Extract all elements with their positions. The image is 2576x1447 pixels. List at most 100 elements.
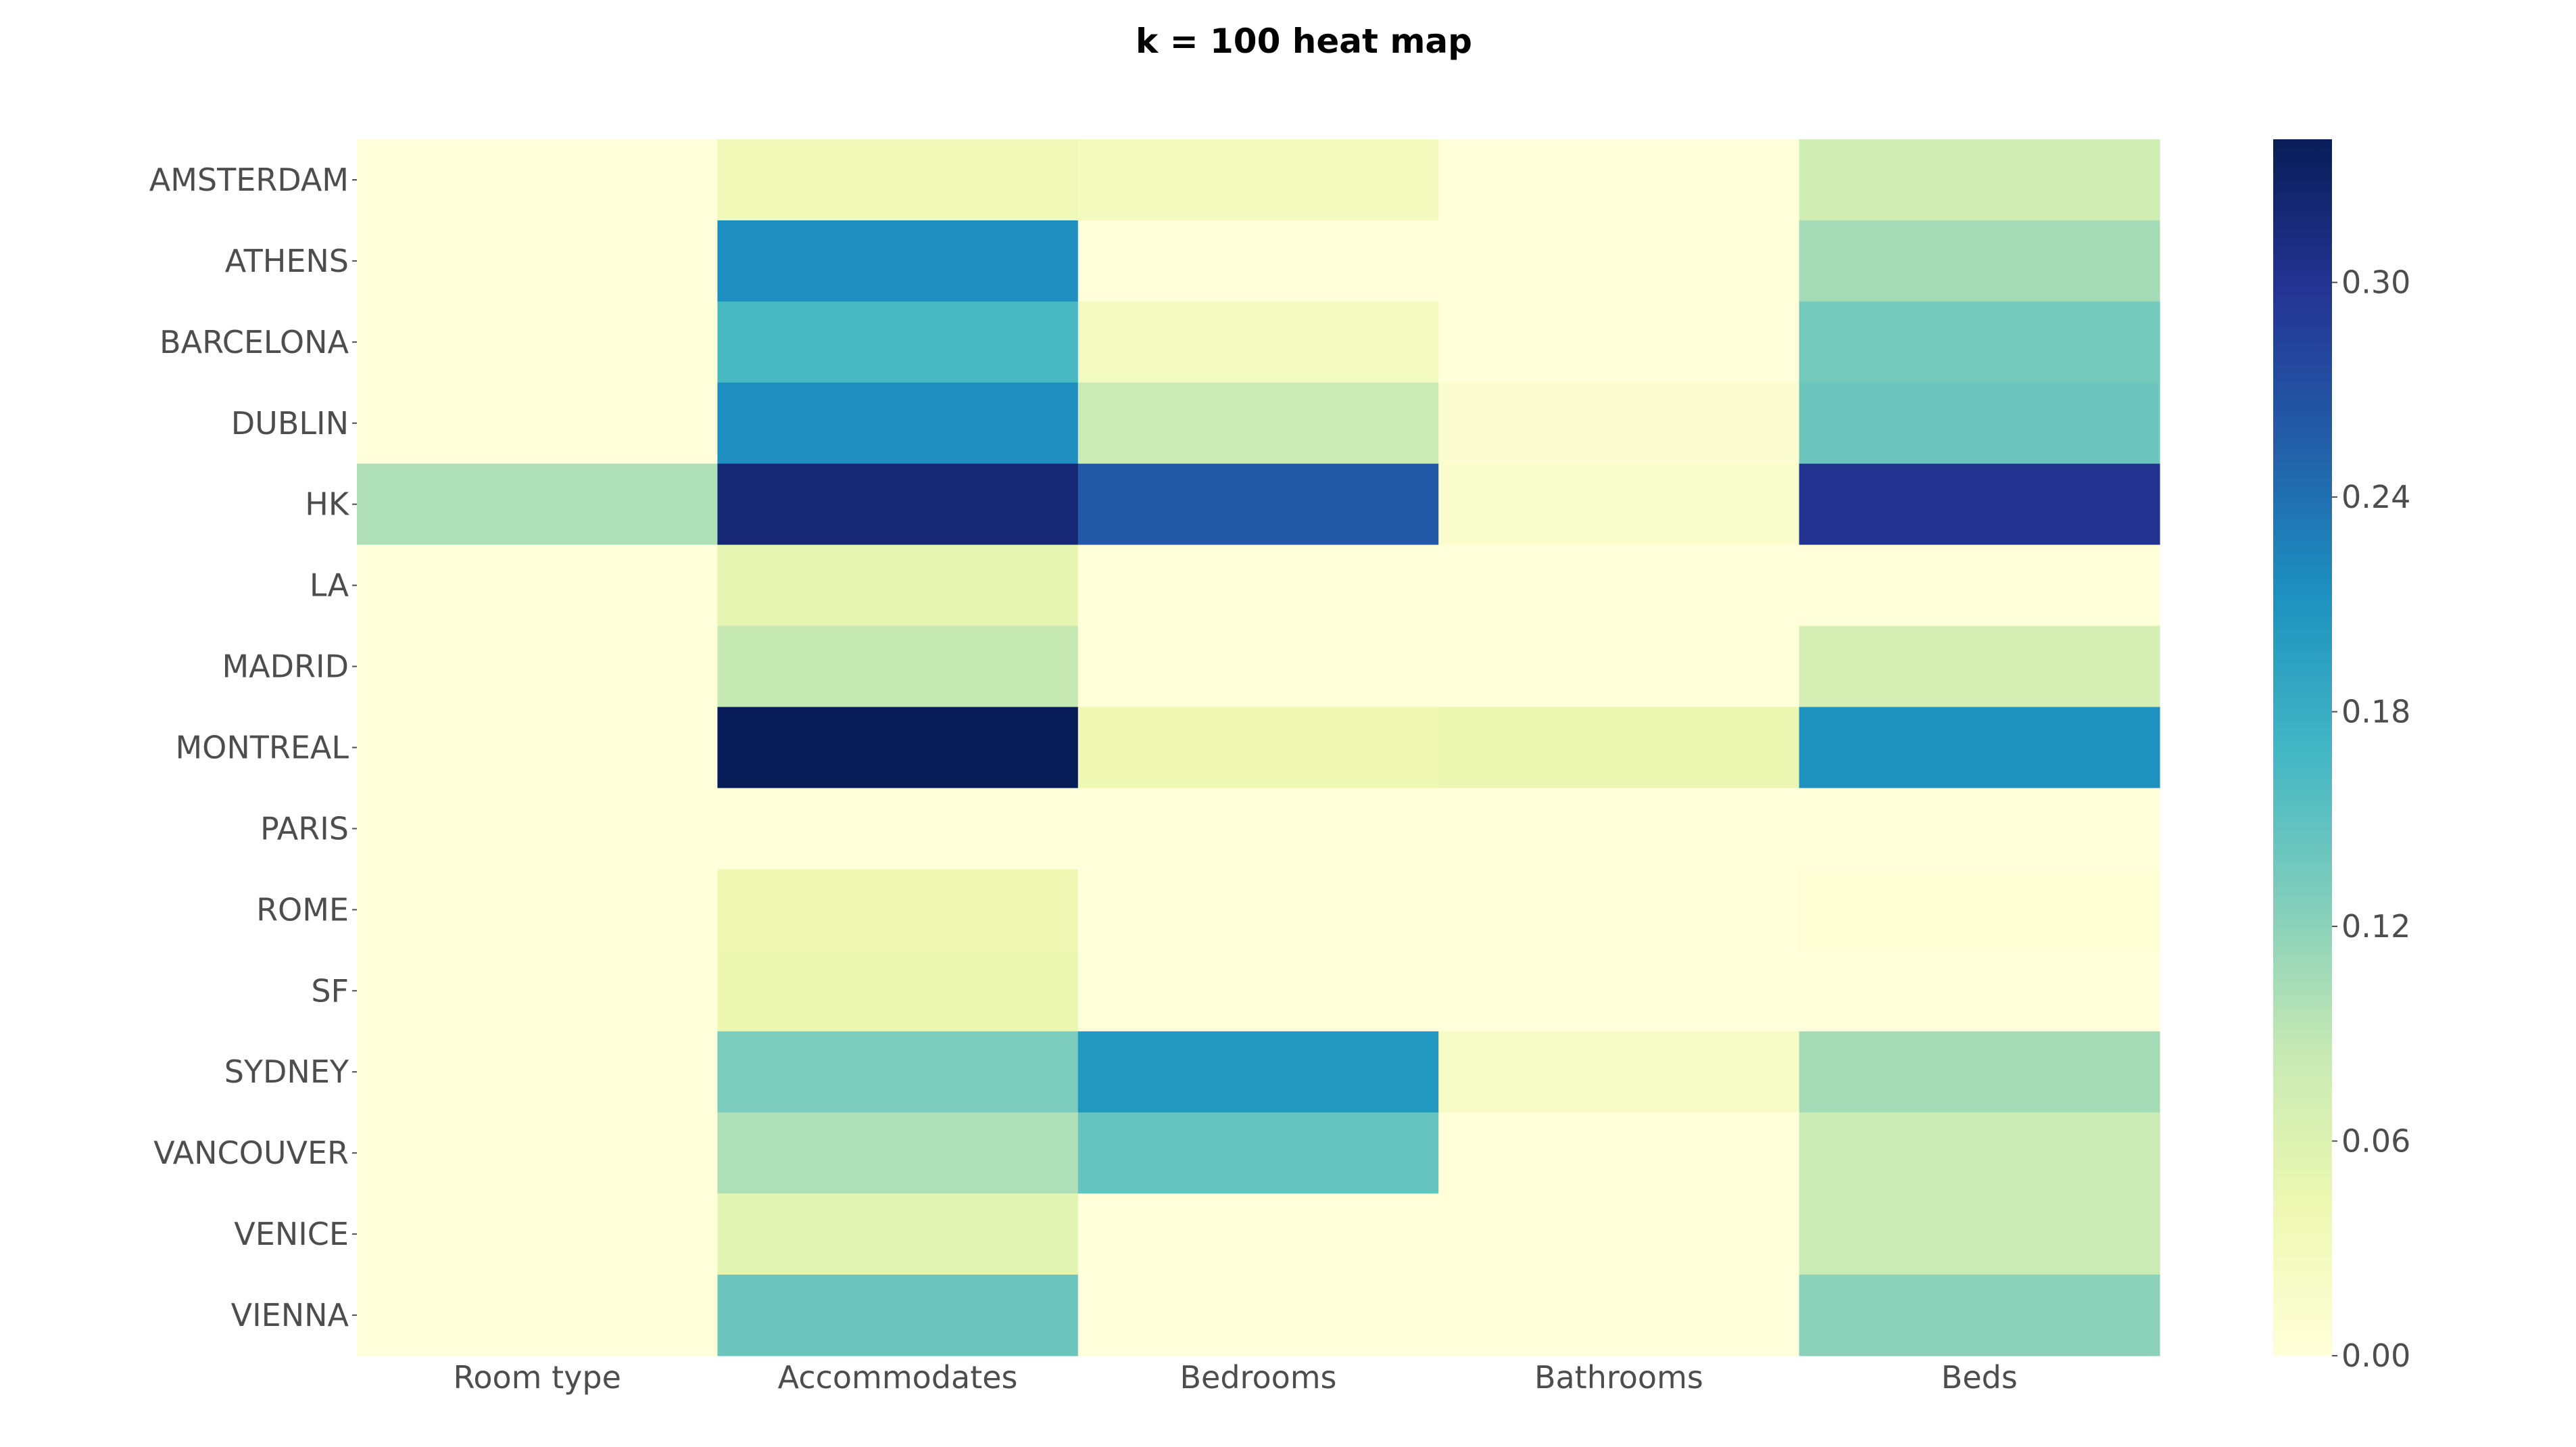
heatmap-cell — [1799, 463, 2160, 546]
heatmap-cell — [357, 788, 718, 870]
heatmap-cell — [717, 301, 1079, 383]
heatmap-cell — [357, 707, 718, 789]
heatmap-cell — [1799, 220, 2160, 302]
heatmap-cell — [1077, 869, 1439, 951]
heatmap-cell — [1438, 463, 1800, 546]
heatmap-cell — [1438, 950, 1800, 1032]
heatmap-cell — [357, 463, 718, 546]
heatmap-cell — [1077, 1275, 1439, 1356]
y-tick-label: BARCELONA — [160, 324, 349, 360]
heatmap-cell — [1799, 1112, 2160, 1194]
heatmap-cell — [717, 1112, 1079, 1194]
x-tick-label: Bathrooms — [1534, 1359, 1703, 1396]
x-tick-label: Accommodates — [778, 1359, 1018, 1396]
x-tick-labels: Room type Accommodates Bedrooms Bathrooms Be… — [454, 1359, 2018, 1396]
heatmap-cell — [357, 1193, 718, 1275]
heatmap-cell — [1799, 1031, 2160, 1113]
heatmap-cell — [1077, 220, 1439, 302]
chart-title: k = 100 heat map — [1136, 22, 1472, 61]
y-tick-label: ATHENS — [225, 243, 349, 279]
y-tick-label: MONTREAL — [175, 730, 349, 766]
heatmap-cell — [717, 1275, 1079, 1356]
y-tick-label: VIENNA — [231, 1297, 349, 1333]
heatmap-cell — [357, 1031, 718, 1113]
heatmap-cell — [1438, 1275, 1800, 1356]
heatmap-cell — [357, 544, 718, 627]
colorbar-tick-label: 0.12 — [2341, 908, 2410, 945]
colorbar-ticks: 0.00 0.06 0.12 0.18 0.24 0.30 — [2332, 264, 2410, 1374]
x-tick-label: Room type — [454, 1359, 621, 1396]
heatmap-cell — [1799, 707, 2160, 789]
heatmap-cell — [1438, 139, 1800, 221]
heatmap-cell — [1077, 382, 1439, 465]
y-tick-label: HK — [305, 486, 350, 523]
heatmap-cell — [357, 950, 718, 1032]
heatmap-cell — [1077, 625, 1439, 708]
heatmap-cell — [1799, 625, 2160, 708]
heatmap-cell — [717, 625, 1079, 708]
heatmap-cell — [717, 544, 1079, 627]
heatmap-cell — [357, 301, 718, 383]
heatmap-cell — [1799, 1275, 2160, 1356]
colorbar-tick-label: 0.06 — [2341, 1123, 2410, 1160]
y-tick-label: MADRID — [222, 648, 349, 685]
heatmap-cell — [717, 1031, 1079, 1113]
heatmap-cell — [717, 1193, 1079, 1275]
heatmap-cell — [1438, 220, 1800, 302]
heatmap-cell — [1077, 1112, 1439, 1194]
heatmap-cell — [717, 382, 1079, 465]
heatmap-cell — [1077, 1193, 1439, 1275]
heatmap-cell — [1438, 869, 1800, 951]
heatmap-cell — [1077, 463, 1439, 546]
heatmap-cell — [1077, 707, 1439, 789]
heatmap-cell — [717, 788, 1079, 870]
heatmap-cell — [1438, 1193, 1800, 1275]
heatmap-cell — [1799, 544, 2160, 627]
heatmap-cell — [357, 220, 718, 302]
y-tick-label: AMSTERDAM — [149, 162, 349, 198]
heatmap-cell — [1438, 1031, 1800, 1113]
y-tick-label: VANCOUVER — [153, 1135, 349, 1171]
heatmap-cell — [1438, 625, 1800, 708]
heatmap-cell — [717, 950, 1079, 1032]
heatmap-cell — [1799, 382, 2160, 465]
colorbar-tick-label: 0.00 — [2341, 1337, 2410, 1374]
heatmap-cell — [1438, 382, 1800, 465]
y-tick-label: ROME — [256, 891, 349, 928]
heatmap-cell — [1077, 1031, 1439, 1113]
heatmap-cell — [1799, 950, 2160, 1032]
heatmap-cell — [1438, 788, 1800, 870]
heatmap-cell — [357, 382, 718, 465]
colorbar — [2273, 139, 2332, 1356]
y-tick-label: DUBLIN — [231, 405, 349, 442]
heatmap-cell — [1438, 301, 1800, 383]
heatmap-cell — [1799, 301, 2160, 383]
y-tick-label: SF — [311, 972, 349, 1009]
heatmap-cell — [1077, 544, 1439, 627]
y-tick-label: PARIS — [260, 810, 349, 847]
heatmap-cell — [1438, 544, 1800, 627]
heatmap-cell — [1799, 139, 2160, 221]
x-tick-label: Bedrooms — [1180, 1359, 1336, 1396]
heatmap-cell — [717, 707, 1079, 789]
y-tick-label: VENICE — [234, 1216, 349, 1252]
heatmap-cell — [1077, 301, 1439, 383]
heatmap-cells — [357, 139, 2160, 1356]
heatmap-cell — [1077, 788, 1439, 870]
y-tick-labels: AMSTERDAM ATHENS BARCELONA DUBLIN HK LA MADRID… — [149, 162, 357, 1333]
heatmap-cell — [1799, 1193, 2160, 1275]
y-tick-label: LA — [310, 567, 349, 604]
colorbar-tick-label: 0.18 — [2341, 694, 2410, 730]
heatmap-cell — [717, 869, 1079, 951]
heatmap-cell — [357, 1275, 718, 1356]
heatmap-cell — [1438, 707, 1800, 789]
colorbar-tick-label: 0.30 — [2341, 264, 2410, 301]
heatmap-cell — [357, 869, 718, 951]
heatmap-cell — [1438, 1112, 1800, 1194]
x-tick-label: Beds — [1941, 1359, 2018, 1396]
y-tick-label: SYDNEY — [224, 1053, 349, 1090]
heatmap-cell — [1799, 788, 2160, 870]
heatmap-cell — [1077, 139, 1439, 221]
